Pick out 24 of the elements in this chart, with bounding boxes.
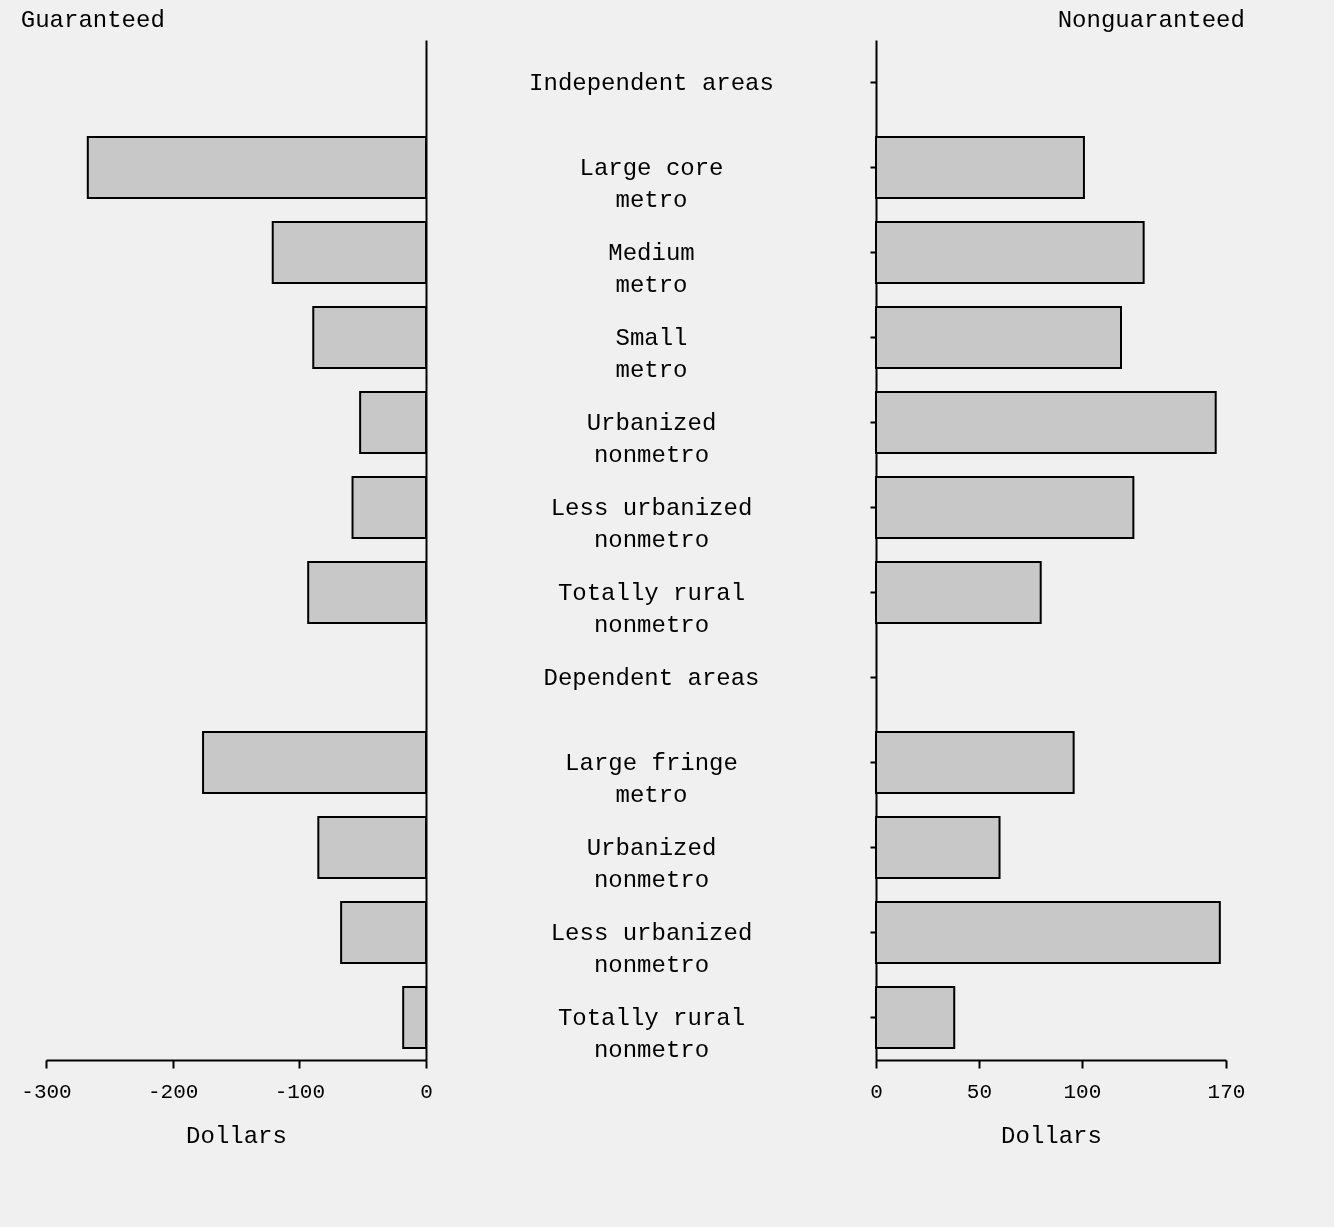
y-tick-label: Medium metro	[608, 239, 695, 299]
y-tick-label: Small metro	[615, 324, 688, 384]
x-tick-label: -200	[147, 1080, 199, 1104]
x-tick-label: -100	[274, 1080, 326, 1104]
y-tick-label: Less urbanized nonmetro	[550, 919, 753, 979]
y-tick-label: Totally rural nonmetro	[557, 1004, 746, 1064]
x-tick-label: 50	[966, 1080, 993, 1104]
y-tick-label: Urbanized nonmetro	[586, 409, 717, 469]
y-tick-label: Urbanized nonmetro	[586, 834, 717, 894]
y-tick-label: Large core metro	[579, 154, 724, 214]
x-tick-label: 170	[1207, 1080, 1246, 1104]
y-tick-label: Dependent areas	[543, 664, 760, 692]
x-axis-title: Dollars	[1001, 1122, 1102, 1150]
y-tick-label: Independent areas	[529, 69, 774, 97]
y-tick-label: Large fringe metro	[565, 749, 738, 809]
y-tick-label: Less urbanized nonmetro	[550, 494, 753, 554]
chart-title: Nonguaranteed	[1057, 7, 1245, 34]
y-tick-label: Totally rural nonmetro	[557, 579, 746, 639]
x-axis-title: Dollars	[186, 1122, 287, 1150]
chart-title: Guaranteed	[20, 7, 165, 34]
x-tick-label: -300	[21, 1080, 72, 1104]
x-tick-label: 0	[870, 1080, 883, 1104]
x-tick-label: 100	[1063, 1080, 1102, 1104]
x-tick-label: 0	[420, 1080, 433, 1104]
